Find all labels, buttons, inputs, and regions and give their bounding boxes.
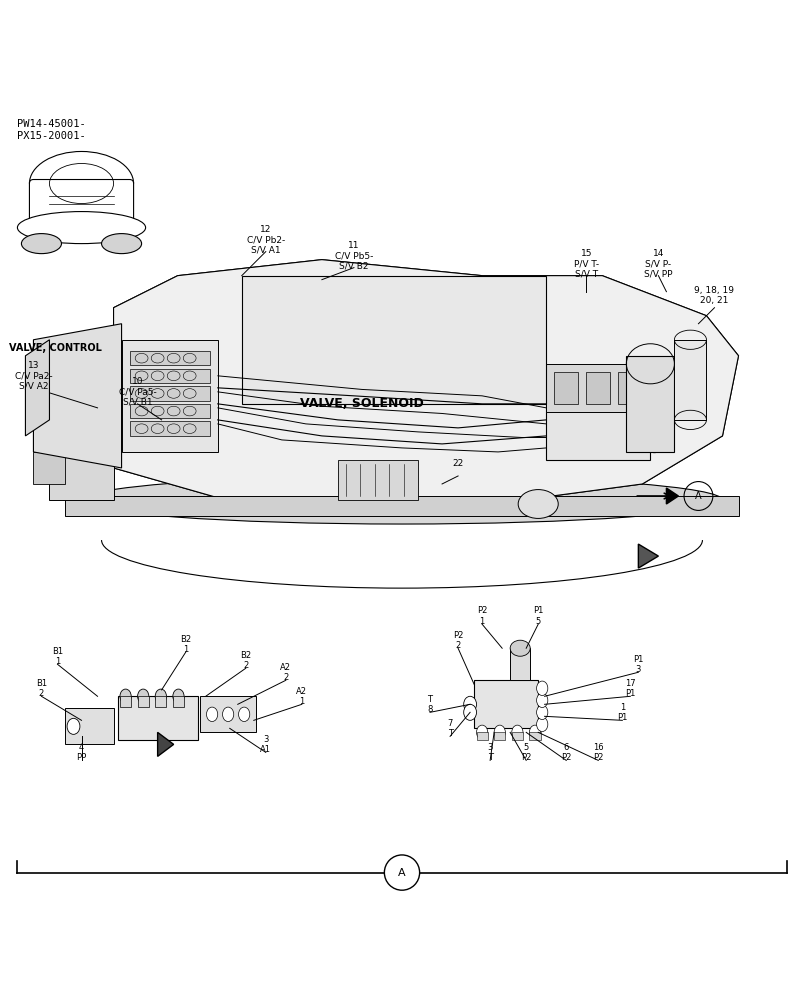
- Ellipse shape: [222, 707, 234, 722]
- Bar: [121, 340, 218, 452]
- Text: PW14-45001-: PW14-45001-: [18, 119, 86, 129]
- Text: A2
2: A2 2: [280, 663, 291, 682]
- Polygon shape: [638, 544, 658, 568]
- Ellipse shape: [120, 689, 131, 704]
- Bar: [337, 356, 369, 396]
- Bar: [50, 452, 113, 500]
- Text: 12
C/V Pb2-
S/V A1: 12 C/V Pb2- S/V A1: [247, 225, 284, 255]
- Ellipse shape: [463, 704, 476, 720]
- Bar: [65, 496, 738, 516]
- Bar: [200, 696, 256, 732]
- FancyBboxPatch shape: [242, 276, 545, 404]
- Polygon shape: [26, 340, 50, 436]
- Text: VALVE, SOLENOID: VALVE, SOLENOID: [300, 397, 423, 410]
- Bar: [337, 460, 418, 500]
- Ellipse shape: [536, 681, 547, 695]
- Ellipse shape: [81, 476, 722, 524]
- Ellipse shape: [155, 689, 166, 704]
- Ellipse shape: [22, 234, 61, 254]
- Text: 7
T: 7 T: [446, 719, 452, 738]
- Text: B1
1: B1 1: [52, 647, 63, 666]
- Bar: [626, 356, 674, 452]
- FancyBboxPatch shape: [30, 180, 133, 224]
- Text: A: A: [397, 868, 406, 878]
- Text: B2
1: B2 1: [180, 635, 191, 654]
- Text: 3
A1: 3 A1: [260, 735, 271, 754]
- Ellipse shape: [510, 640, 529, 656]
- Text: 1
P1: 1 P1: [617, 703, 627, 722]
- Bar: [674, 340, 706, 420]
- Text: 16
P2: 16 P2: [593, 743, 603, 762]
- Bar: [545, 380, 650, 460]
- Bar: [553, 372, 577, 404]
- Text: PX15-20001-: PX15-20001-: [18, 131, 86, 141]
- Bar: [476, 732, 487, 740]
- Bar: [377, 364, 402, 396]
- Text: 9, 18, 19
20, 21: 9, 18, 19 20, 21: [694, 286, 734, 305]
- Text: 11
C/V Pb5-
S/V B2: 11 C/V Pb5- S/V B2: [334, 241, 373, 271]
- Text: T
8: T 8: [427, 695, 432, 714]
- Ellipse shape: [512, 725, 522, 740]
- Text: A: A: [695, 491, 701, 501]
- Text: 6
P2: 6 P2: [560, 743, 571, 762]
- Ellipse shape: [494, 725, 505, 740]
- Ellipse shape: [67, 718, 79, 734]
- Bar: [117, 696, 198, 740]
- Text: VALVE, CONTROL: VALVE, CONTROL: [10, 343, 102, 353]
- Text: P1
3: P1 3: [633, 655, 642, 674]
- Bar: [528, 732, 540, 740]
- Text: P2
2: P2 2: [452, 631, 463, 650]
- Ellipse shape: [18, 212, 145, 244]
- Ellipse shape: [463, 696, 476, 712]
- Bar: [474, 680, 537, 728]
- Bar: [129, 351, 210, 365]
- Bar: [129, 369, 210, 383]
- Text: 15
P/V T-
S/V T: 15 P/V T- S/V T: [573, 249, 598, 279]
- Text: P1
5: P1 5: [532, 606, 543, 626]
- Ellipse shape: [517, 490, 557, 518]
- Bar: [173, 696, 184, 707]
- Bar: [65, 708, 113, 744]
- Text: 13
C/V Pa2-
S/V A2: 13 C/V Pa2- S/V A2: [14, 361, 52, 391]
- Ellipse shape: [528, 725, 540, 740]
- Bar: [129, 404, 210, 418]
- Ellipse shape: [137, 689, 149, 704]
- Text: 5
P2: 5 P2: [520, 743, 531, 762]
- Bar: [137, 696, 149, 707]
- Bar: [129, 386, 210, 401]
- Bar: [155, 696, 166, 707]
- Ellipse shape: [206, 707, 218, 722]
- Bar: [510, 648, 529, 680]
- Polygon shape: [666, 488, 678, 504]
- Text: A2
1: A2 1: [296, 687, 307, 706]
- Bar: [34, 452, 65, 484]
- Bar: [545, 364, 650, 412]
- Text: 17
P1: 17 P1: [624, 679, 635, 698]
- Ellipse shape: [536, 693, 547, 708]
- Ellipse shape: [101, 234, 141, 254]
- Polygon shape: [113, 260, 738, 500]
- Bar: [618, 372, 642, 404]
- Bar: [129, 421, 210, 436]
- Polygon shape: [157, 732, 173, 756]
- Text: 3
T: 3 T: [487, 743, 492, 762]
- Ellipse shape: [536, 705, 547, 720]
- Text: 10
C/V Pa5-
S/V B1: 10 C/V Pa5- S/V B1: [119, 377, 157, 407]
- Text: 22: 22: [452, 459, 463, 468]
- Circle shape: [384, 855, 419, 890]
- Text: 4
PP: 4 PP: [76, 743, 87, 762]
- Polygon shape: [34, 324, 121, 468]
- Text: 14
S/V P-
S/V PP: 14 S/V P- S/V PP: [643, 249, 672, 279]
- Text: B1
2: B1 2: [36, 679, 47, 698]
- Text: B2
2: B2 2: [240, 651, 251, 670]
- Text: P2
1: P2 1: [476, 606, 487, 626]
- Bar: [494, 732, 505, 740]
- Ellipse shape: [536, 717, 547, 732]
- Bar: [512, 732, 522, 740]
- Ellipse shape: [238, 707, 250, 722]
- Ellipse shape: [476, 725, 487, 740]
- Bar: [120, 696, 131, 707]
- Ellipse shape: [173, 689, 184, 704]
- Bar: [585, 372, 609, 404]
